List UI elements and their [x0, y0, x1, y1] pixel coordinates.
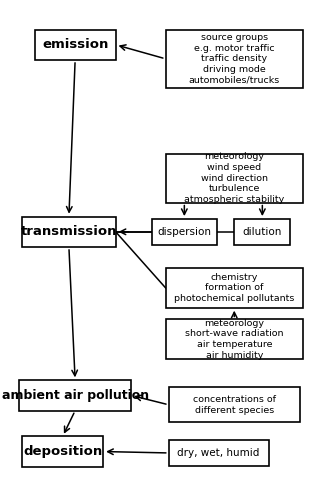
FancyBboxPatch shape [166, 268, 303, 308]
Text: deposition: deposition [23, 445, 102, 458]
FancyBboxPatch shape [234, 219, 291, 244]
FancyBboxPatch shape [166, 319, 303, 359]
FancyBboxPatch shape [22, 436, 103, 467]
Text: concentrations of
different species: concentrations of different species [193, 395, 276, 414]
FancyBboxPatch shape [169, 440, 268, 466]
FancyBboxPatch shape [169, 387, 300, 422]
FancyBboxPatch shape [166, 30, 303, 88]
Text: source groups
e.g. motor traffic
traffic density
driving mode
automobiles/trucks: source groups e.g. motor traffic traffic… [188, 33, 280, 85]
FancyBboxPatch shape [22, 217, 116, 247]
FancyBboxPatch shape [34, 30, 116, 60]
Text: dispersion: dispersion [157, 227, 211, 237]
FancyBboxPatch shape [166, 153, 303, 203]
Text: ambient air pollution: ambient air pollution [2, 389, 149, 402]
Text: dilution: dilution [243, 227, 282, 237]
FancyBboxPatch shape [19, 380, 131, 411]
FancyBboxPatch shape [151, 219, 217, 244]
Text: emission: emission [42, 38, 108, 51]
Text: dry, wet, humid: dry, wet, humid [177, 448, 260, 458]
Text: transmission: transmission [21, 225, 117, 238]
Text: meteorology
short-wave radiation
air temperature
air humidity: meteorology short-wave radiation air tem… [185, 318, 283, 360]
Text: meteorology
wind speed
wind direction
turbulence
atmospheric stability: meteorology wind speed wind direction tu… [184, 152, 284, 204]
Text: chemistry
formation of
photochemical pollutants: chemistry formation of photochemical pol… [174, 273, 294, 303]
